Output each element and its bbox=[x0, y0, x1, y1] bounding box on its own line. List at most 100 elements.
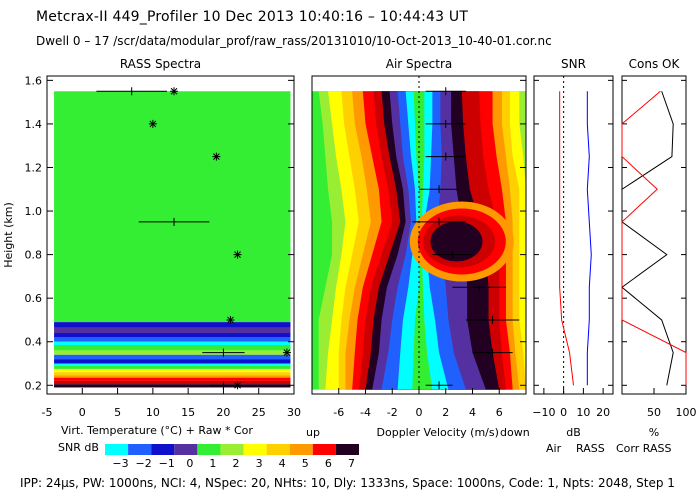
colorbar-swatch bbox=[151, 444, 175, 455]
rass-fill-band bbox=[54, 365, 291, 369]
x-tick-label: 5 bbox=[114, 406, 121, 419]
panel-title: RASS Spectra bbox=[120, 57, 201, 71]
panel-title: Cons OK bbox=[629, 57, 681, 71]
x-axis-label-down: down bbox=[500, 426, 530, 439]
x-tick-label: 2 bbox=[442, 406, 449, 419]
colorbar-swatch bbox=[174, 444, 198, 455]
colorbar-swatch bbox=[220, 444, 244, 455]
rass-fill-band bbox=[54, 363, 291, 366]
y-axis-label: Height (km) bbox=[2, 202, 15, 268]
y-tick-label: 1.0 bbox=[25, 205, 43, 218]
colorbar-swatch bbox=[105, 444, 129, 455]
chart-title: Metcrax-II 449_Profiler 10 Dec 2013 10:4… bbox=[36, 9, 469, 25]
x-tick-label: 15 bbox=[181, 406, 195, 419]
rass-fill-band bbox=[54, 375, 291, 378]
colorbar-swatch bbox=[335, 444, 359, 455]
chart-subtitle: Dwell 0 – 17 /scr/data/modular_prof/raw_… bbox=[36, 34, 552, 48]
colorbar-swatch bbox=[289, 444, 313, 455]
rass-fill-band bbox=[54, 333, 291, 338]
x-tick-label: 100 bbox=[676, 406, 697, 419]
x-tick-label: 25 bbox=[252, 406, 266, 419]
cons-frame bbox=[621, 75, 687, 395]
colorbar-swatch bbox=[266, 444, 290, 455]
x-tick-label: -5 bbox=[42, 406, 53, 419]
cor-point bbox=[212, 152, 221, 161]
x-axis-label: Virt. Temperature (°C) + Raw * Cor bbox=[61, 424, 253, 437]
x-tick-label: 0 bbox=[560, 406, 567, 419]
colorbar-tick-label: 5 bbox=[302, 457, 309, 470]
x-tick-label: 20 bbox=[216, 406, 230, 419]
x-tick-label: -4 bbox=[360, 406, 371, 419]
x-tick-label: 4 bbox=[469, 406, 476, 419]
x-tick-label: -6 bbox=[333, 406, 344, 419]
cons-rass-line bbox=[621, 90, 687, 386]
snr-frame bbox=[533, 75, 614, 395]
rass-fill-band bbox=[54, 350, 291, 355]
colorbar-swatch bbox=[312, 444, 336, 455]
x-axis-label-up: up bbox=[306, 426, 320, 439]
x-tick-label: 50 bbox=[647, 406, 661, 419]
x-tick-label: 0 bbox=[79, 406, 86, 419]
rass-fill-band bbox=[54, 380, 291, 385]
colorbar-swatch bbox=[243, 444, 267, 455]
rass-fill-band bbox=[54, 377, 291, 381]
snr-air-line bbox=[586, 91, 592, 386]
x-axis-label: Doppler Velocity (m/s) bbox=[377, 426, 499, 439]
rass-fill-band bbox=[54, 384, 291, 388]
colorbar-tick-label: 4 bbox=[279, 457, 286, 470]
rass-frame bbox=[46, 75, 295, 395]
colorbar-title: SNR dB bbox=[58, 441, 99, 454]
x-axis-label: dB bbox=[566, 426, 581, 439]
colorbar-tick-label: 7 bbox=[348, 457, 355, 470]
x-axis-label: % bbox=[649, 426, 659, 439]
colorbar-tick-label: 2 bbox=[233, 457, 240, 470]
snr-rass-line bbox=[559, 91, 574, 386]
x-tick-label: 10 bbox=[576, 406, 590, 419]
y-tick-label: 0.6 bbox=[25, 292, 43, 305]
rass-fill-band bbox=[54, 341, 291, 345]
colorbar-tick-label: 1 bbox=[209, 457, 216, 470]
parameter-footer: IPP: 24µs, PW: 1000ns, NCI: 4, NSpec: 20… bbox=[20, 476, 675, 490]
colorbar-tick-label: −2 bbox=[136, 457, 152, 470]
rass-fill-band bbox=[54, 322, 291, 328]
y-tick-label: 1.6 bbox=[25, 74, 43, 87]
y-tick-label: 1.2 bbox=[25, 161, 43, 174]
cor-point bbox=[233, 381, 242, 390]
colorbar-tick-label: −1 bbox=[159, 457, 175, 470]
colorbar-tick-label: 6 bbox=[325, 457, 332, 470]
y-tick-label: 0.4 bbox=[25, 336, 43, 349]
colorbar-tick-label: −3 bbox=[112, 457, 128, 470]
air-contour bbox=[430, 221, 483, 262]
x-tick-label: 6 bbox=[496, 406, 503, 419]
rass-fill-band bbox=[54, 344, 291, 351]
rass-fill-band bbox=[54, 337, 291, 342]
colorbar-tick-label: 0 bbox=[186, 457, 193, 470]
x-tick-label: 0 bbox=[416, 406, 423, 419]
rass-fill-band bbox=[54, 359, 291, 364]
panel-title: Air Spectra bbox=[386, 57, 453, 71]
x-tick-label: −10 bbox=[532, 406, 555, 419]
y-tick-label: 0.2 bbox=[25, 379, 43, 392]
cor-point bbox=[148, 119, 157, 128]
cons-air-line bbox=[621, 91, 674, 386]
x-tick-label: 20 bbox=[596, 406, 610, 419]
colorbar-swatch bbox=[197, 444, 221, 455]
x-tick-label: -2 bbox=[387, 406, 398, 419]
colorbar-swatch bbox=[128, 444, 152, 455]
cor-point bbox=[233, 250, 242, 259]
legend-air: Air bbox=[546, 442, 562, 455]
legend-rass: RASS bbox=[576, 442, 605, 455]
x-tick-label: 10 bbox=[146, 406, 160, 419]
cor-point bbox=[282, 348, 291, 357]
rass-fill-band bbox=[54, 354, 291, 360]
legend-corr-rass: Corr RASS bbox=[616, 442, 671, 455]
y-tick-label: 1.4 bbox=[25, 118, 43, 131]
rass-fill-band bbox=[54, 327, 291, 334]
cor-point bbox=[226, 315, 235, 324]
rass-fill-band bbox=[54, 372, 291, 376]
rass-fill-band bbox=[54, 368, 291, 373]
panel-title: SNR bbox=[561, 57, 586, 71]
rass-fill-band bbox=[54, 91, 291, 323]
colorbar-tick-label: 3 bbox=[256, 457, 263, 470]
